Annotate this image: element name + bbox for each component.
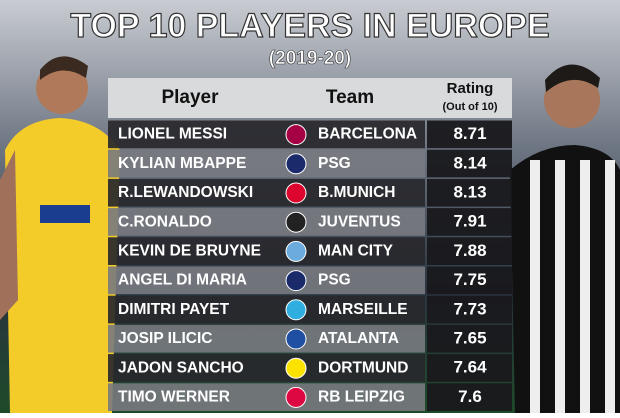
- team-logo: [285, 328, 307, 350]
- row-background: [108, 383, 425, 411]
- rating: 8.14: [453, 153, 487, 172]
- rating: 8.13: [453, 182, 486, 201]
- player-name: KYLIAN MBAPPE: [118, 155, 246, 172]
- rating-cell: [427, 208, 512, 236]
- team-name: ATALANTA: [318, 330, 399, 347]
- rating-cell: [427, 383, 512, 411]
- team-name: PSG: [318, 272, 351, 289]
- row-background: [108, 149, 425, 178]
- team-logo: [285, 240, 307, 262]
- team-name: B.MUNICH: [318, 184, 396, 201]
- team-logo: [285, 211, 307, 233]
- player-name: JADON SANCHO: [118, 359, 244, 376]
- player-name: JOSIP ILICIC: [118, 330, 212, 347]
- rating: 7.65: [453, 328, 486, 347]
- column-header: Rating: [447, 80, 494, 97]
- title: TOP 10 PLAYERS IN EUROPE: [70, 7, 549, 45]
- team-name: RB LEIPZIG: [318, 388, 405, 405]
- team-logo: [285, 182, 307, 204]
- player-name: TIMO WERNER: [118, 388, 230, 405]
- column-header: Player: [161, 87, 219, 108]
- left-player: [0, 56, 120, 413]
- rating-cell: [427, 324, 512, 353]
- row-background: [108, 354, 425, 382]
- player-name: DIMITRI PAYET: [118, 301, 230, 318]
- column-header: (Out of 10): [443, 101, 498, 113]
- rating-cell: [427, 178, 512, 207]
- team-logo: [285, 270, 307, 292]
- subtitle: (2019-20): [269, 48, 351, 69]
- row-background: [108, 266, 425, 295]
- team-name: BARCELONA: [318, 126, 417, 143]
- rating-cell: [427, 354, 512, 382]
- player-name: KEVIN DE BRUYNE: [118, 242, 261, 259]
- team-name: PSG: [318, 155, 351, 172]
- rating-cell: [427, 237, 512, 265]
- header-row: [108, 78, 512, 118]
- team-logo: [285, 357, 307, 379]
- player-name: LIONEL MESSI: [118, 126, 227, 143]
- team-logo: [285, 153, 307, 175]
- row-background: [108, 178, 425, 207]
- row-background: [108, 208, 425, 236]
- rating-cell: [427, 295, 512, 324]
- rating: 7.88: [453, 241, 486, 260]
- row-background: [108, 120, 425, 149]
- column-header: Team: [326, 87, 374, 108]
- team-logo: [285, 386, 307, 408]
- team-logo: [285, 124, 307, 146]
- rating-cell: [427, 149, 512, 178]
- rating: 7.64: [453, 358, 487, 377]
- row-background: [108, 237, 425, 265]
- player-name: R.LEWANDOWSKI: [118, 184, 253, 201]
- team-name: MARSEILLE: [318, 301, 408, 318]
- row-background: [108, 324, 425, 353]
- team-logo: [285, 299, 307, 321]
- rating-cell: [427, 120, 512, 149]
- rating: 7.91: [453, 212, 486, 231]
- right-player: [510, 64, 620, 413]
- rating: 7.6: [458, 387, 482, 406]
- table-body: LIONEL MESSI BARCELONA 8.71 KYLIAN MBAPPE PS…: [108, 120, 512, 411]
- team-name: JUVENTUS: [318, 213, 401, 230]
- player-name: ANGEL DI MARIA: [118, 272, 247, 289]
- rating: 8.71: [453, 124, 486, 143]
- player-name: C.RONALDO: [118, 213, 212, 230]
- team-name: MAN CITY: [318, 242, 394, 259]
- rating: 7.75: [453, 270, 486, 289]
- row-background: [108, 295, 425, 324]
- team-name: DORTMUND: [318, 359, 408, 376]
- rating-cell: [427, 266, 512, 295]
- rating: 7.73: [453, 299, 486, 318]
